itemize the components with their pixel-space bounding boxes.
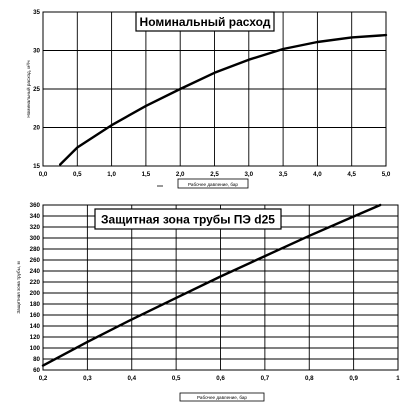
x-tick-label: 0,5 [73, 171, 82, 178]
x-tick-label: 4,0 [313, 171, 322, 178]
y-tick-label: 120 [30, 334, 41, 341]
y-tick-label: 60 [33, 367, 40, 374]
x-tick-label: 0,7 [261, 375, 270, 382]
y-tick-label: 340 [30, 213, 41, 220]
y-tick-label: 320 [30, 224, 41, 231]
x-tick-label: 0,8 [305, 375, 314, 382]
y-tick-label: 360 [30, 202, 41, 209]
x-tick-label: 4,5 [347, 171, 356, 178]
chart-title: Номинальный расход [140, 15, 271, 29]
y-tick-label: 220 [30, 279, 41, 286]
y-axis-label: Защитная зона трубы, м [16, 261, 21, 313]
x-tick-label: 0,0 [39, 171, 48, 178]
y-tick-label: 25 [33, 86, 40, 93]
x-tick-label: 0,5 [172, 375, 181, 382]
y-tick-label: 80 [33, 356, 40, 363]
y-tick-label: 200 [30, 290, 41, 297]
chart-1: 0,0 0,5 1,0 1,5 2,0 2,5 3,0 3,5 4,0 4,5 5,0 15 20 25 3… [25, 9, 391, 188]
y-tick-label: 35 [33, 9, 40, 16]
x-tick-label: 1,0 [107, 171, 116, 178]
x-axis-label: Рабочее давление, бар [188, 182, 238, 187]
x-tick-label: 1 [396, 375, 400, 382]
y-tick-label: 20 [33, 125, 40, 132]
y-tick-label: 100 [30, 345, 41, 352]
y-tick-label: 300 [30, 235, 41, 242]
y-tick-label: 260 [30, 257, 41, 264]
chart-title: Защитная зона трубы ПЭ d25 [101, 213, 275, 227]
y-tick-label: 15 [33, 163, 40, 170]
y-tick-label: 160 [30, 312, 41, 319]
x-tick-label: 0,2 [39, 375, 48, 382]
x-tick-label: 2,5 [210, 171, 219, 178]
x-tick-label: 0,6 [216, 375, 225, 382]
y-tick-label: 280 [30, 246, 41, 253]
x-tick-label: 0,3 [83, 375, 92, 382]
x-tick-label: 0,4 [127, 375, 136, 382]
y-tick-label: 140 [30, 323, 41, 330]
x-tick-label: 3,5 [279, 171, 288, 178]
x-tick-label: 1,5 [142, 171, 151, 178]
y-tick-label: 240 [30, 268, 41, 275]
x-tick-label: 2,0 [176, 171, 185, 178]
y-tick-label: 30 [33, 48, 40, 55]
y-tick-label: 180 [30, 301, 41, 308]
x-tick-label: 0,9 [349, 375, 358, 382]
x-tick-label: 5,0 [382, 171, 391, 178]
y-axis-label: Номинальный расход, м³/ч [25, 60, 31, 118]
x-tick-label: 3,0 [244, 171, 253, 178]
x-axis-label: Рабочее давление, бар [197, 395, 247, 400]
